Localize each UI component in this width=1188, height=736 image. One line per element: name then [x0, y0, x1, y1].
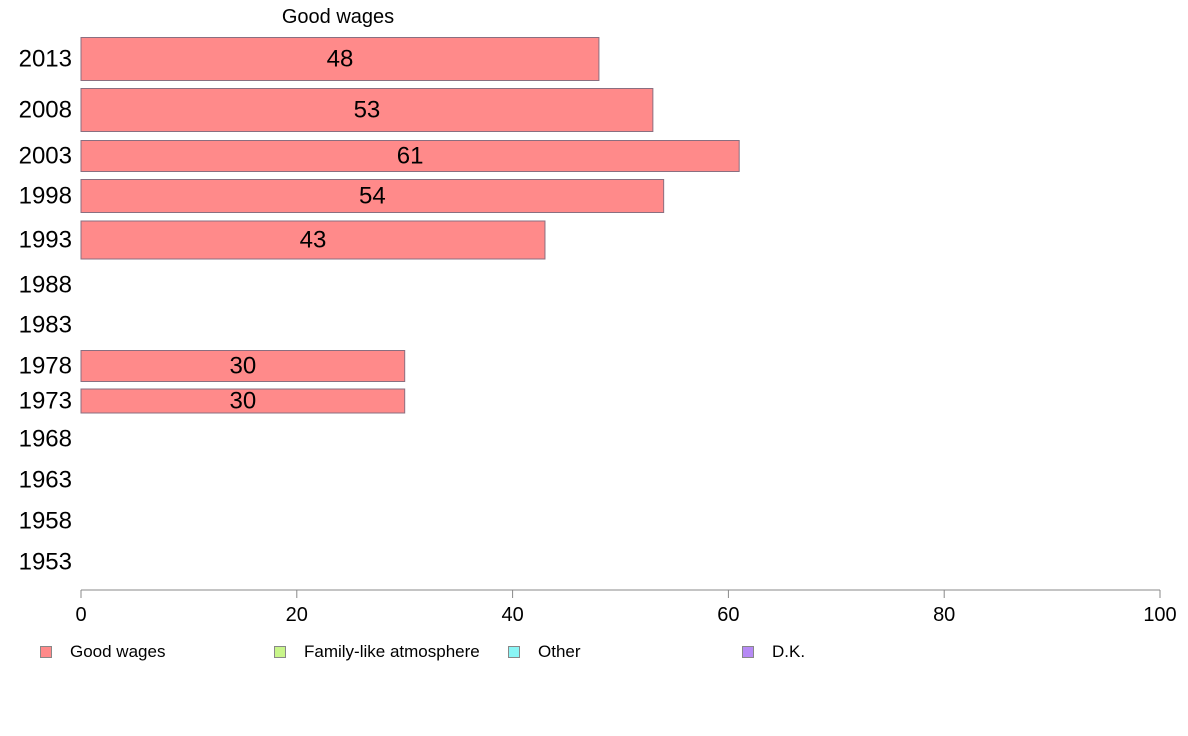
- x-tick-label-80: 80: [933, 604, 955, 626]
- category-label-1968: 1968: [19, 426, 72, 453]
- category-label-1988: 1988: [19, 272, 72, 299]
- category-label-1973: 1973: [19, 388, 72, 415]
- legend-label-family-like-atmosphere: Family-like atmosphere: [304, 642, 480, 661]
- bar-2003: [80, 140, 740, 172]
- x-tick-label-20: 20: [286, 604, 308, 626]
- legend-label-good-wages: Good wages: [70, 642, 166, 661]
- bar-1973: [80, 388, 406, 414]
- data-label-2008: 53: [354, 97, 381, 124]
- data-label-2003: 61: [397, 143, 424, 170]
- legend-item-family-like-atmosphere: Family-like atmosphere: [274, 642, 480, 662]
- data-label-1973: 30: [229, 388, 256, 415]
- x-tick-label-40: 40: [501, 604, 523, 626]
- category-label-1958: 1958: [19, 508, 72, 535]
- x-tick-label-100: 100: [1143, 604, 1176, 626]
- legend-item-other: Other: [508, 642, 581, 662]
- category-label-1983: 1983: [19, 312, 72, 339]
- bar-2013: [80, 37, 600, 81]
- data-label-1998: 54: [359, 183, 386, 210]
- bar-2008: [80, 88, 654, 132]
- x-tick-label-0: 0: [75, 604, 86, 626]
- bar-chart: 2013 48 2008 53 2003 61 1998 54 1993 43 1988 1983 19…: [19, 37, 1177, 626]
- category-label-2013: 2013: [19, 46, 72, 73]
- bar-1978: [80, 350, 406, 382]
- data-label-1978: 30: [229, 353, 256, 380]
- category-label-1963: 1963: [19, 467, 72, 494]
- bar-1998: [80, 179, 665, 213]
- legend-label-dk: D.K.: [772, 642, 806, 661]
- data-label-2013: 48: [327, 46, 354, 73]
- legend-label-other: Other: [538, 642, 581, 661]
- category-label-1953: 1953: [19, 549, 72, 576]
- legend-swatch-good-wages: [40, 646, 52, 658]
- data-label-1993: 43: [300, 227, 327, 254]
- legend-item-dk: D.K.: [742, 642, 805, 662]
- category-label-2008: 2008: [19, 97, 72, 124]
- legend-item-good-wages: Good wages: [40, 642, 165, 662]
- category-label-1998: 1998: [19, 183, 72, 210]
- category-label-2003: 2003: [19, 143, 72, 170]
- category-label-1993: 1993: [19, 227, 72, 254]
- bar-1993: [80, 220, 546, 260]
- x-tick-label-60: 60: [717, 604, 739, 626]
- chart-title: Good wages: [281, 6, 395, 28]
- category-label-1978: 1978: [19, 353, 72, 380]
- legend-swatch-dk: [742, 646, 754, 658]
- legend-swatch-other: [508, 646, 520, 658]
- legend-swatch-family-like-atmosphere: [274, 646, 286, 658]
- legend: Good wages Family-like atmosphere Other …: [0, 642, 1188, 666]
